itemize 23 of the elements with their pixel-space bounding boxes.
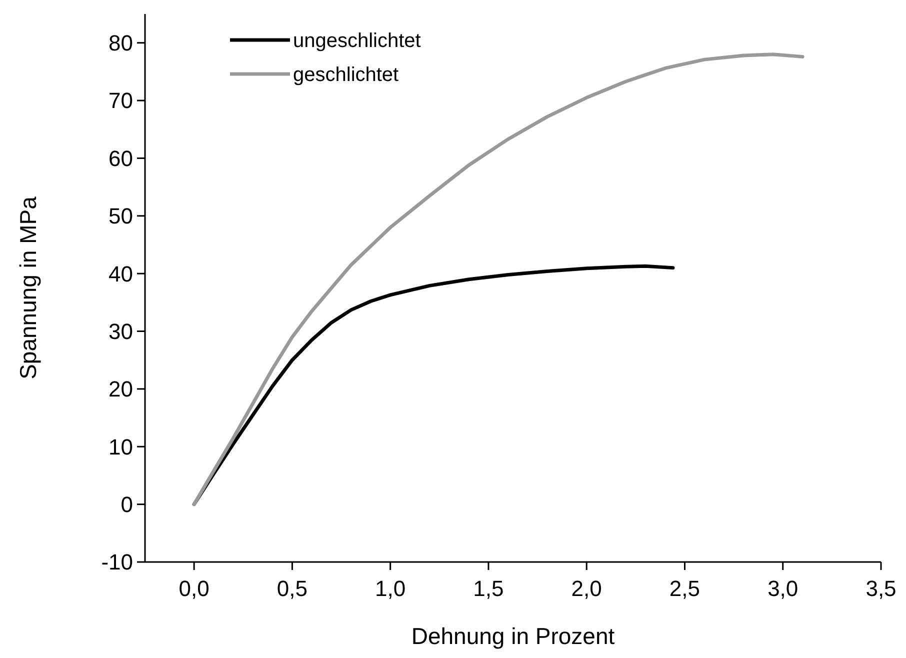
- x-tick-label: 2,0: [571, 576, 602, 601]
- x-tick-label: 3,0: [768, 576, 798, 601]
- y-tick-label: 10: [108, 434, 133, 460]
- legend-label: geschlichtet: [293, 64, 400, 86]
- x-tick-label: 1,5: [473, 576, 504, 601]
- line-series: [192, 52, 804, 506]
- y-axis-title: Spannung in MPa: [15, 196, 41, 380]
- x-tick-label: 3,5: [866, 576, 896, 601]
- x-tick-label: 0,5: [276, 576, 308, 601]
- y-tick-label: 0: [120, 492, 133, 518]
- y-tick-label: 80: [108, 30, 133, 56]
- x-tick-label: 2,5: [669, 576, 700, 601]
- x-tick-label: 1,0: [375, 576, 406, 601]
- x-axis-title: Dehnung in Prozent: [411, 623, 616, 649]
- y-tick-label: 70: [108, 88, 133, 114]
- y-tick-label: 30: [108, 318, 133, 344]
- y-tick-label: 20: [108, 376, 133, 402]
- y-tick-label: 60: [108, 146, 133, 171]
- y-tick-label: 40: [108, 261, 133, 286]
- x-tick-label: 0,0: [178, 576, 210, 601]
- y-tick-label: 50: [108, 204, 133, 229]
- legend-label: ungeschlichtet: [293, 30, 422, 52]
- y-tick-label: -10: [101, 550, 133, 575]
